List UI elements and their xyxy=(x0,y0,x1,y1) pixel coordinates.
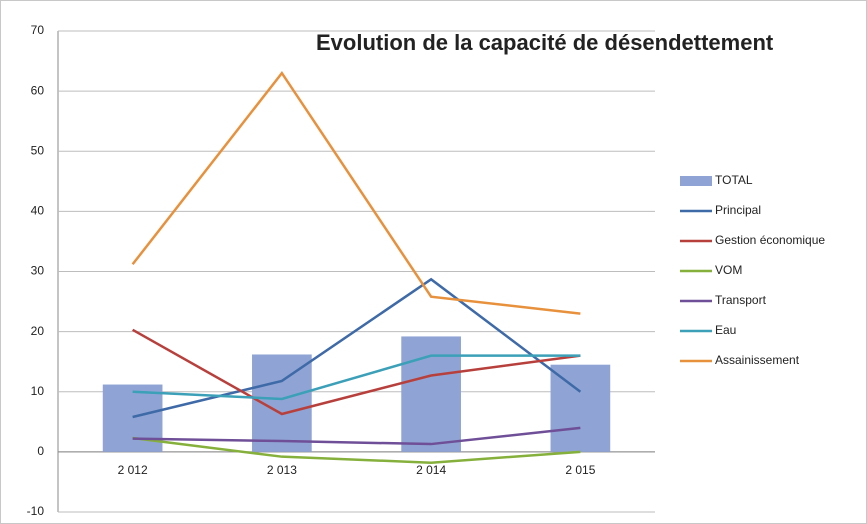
legend-label: TOTAL xyxy=(715,173,753,187)
x-tick-label: 2 012 xyxy=(118,463,148,477)
bar xyxy=(401,336,461,452)
x-tick-label: 2 013 xyxy=(267,463,297,477)
y-tick-label: 30 xyxy=(31,264,45,278)
chart-title: Evolution de la capacité de désendetteme… xyxy=(316,30,774,55)
bar xyxy=(550,364,611,452)
line-series xyxy=(132,354,581,401)
line-series xyxy=(132,328,581,416)
y-tick-label: -10 xyxy=(27,504,45,518)
legend-label: Principal xyxy=(715,203,761,217)
y-tick-label: 20 xyxy=(31,324,45,338)
y-tick-label: 50 xyxy=(31,143,45,157)
legend-label: Eau xyxy=(715,323,736,337)
line-series xyxy=(132,277,582,419)
x-tick-label: 2 015 xyxy=(565,463,595,477)
y-tick-label: 10 xyxy=(31,384,45,398)
legend-label: Gestion économique xyxy=(715,233,825,247)
y-tick-label: 70 xyxy=(31,23,45,37)
line-series xyxy=(132,436,581,464)
legend-swatch xyxy=(680,176,712,186)
y-tick-label: 60 xyxy=(31,83,45,97)
line-series xyxy=(131,70,581,315)
legend-label: VOM xyxy=(715,263,742,277)
legend-label: Assainissement xyxy=(715,353,800,367)
legend-label: Transport xyxy=(715,293,767,307)
x-tick-label: 2 014 xyxy=(416,463,446,477)
line-series xyxy=(132,426,581,446)
y-tick-label: 40 xyxy=(31,204,45,218)
y-tick-label: 0 xyxy=(37,444,44,458)
